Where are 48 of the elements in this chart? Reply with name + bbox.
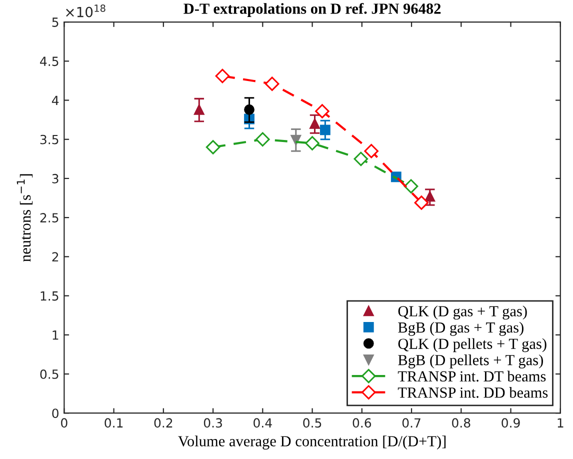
y-tick-label: 4.5 [40, 56, 58, 66]
point [315, 104, 330, 118]
x-tick-label: 0.9 [502, 418, 520, 428]
x-tick-label: 1 [558, 418, 564, 428]
y-tick-label: 2 [52, 252, 58, 262]
x-tick-label: 0 [61, 418, 68, 428]
y-tick-label: 2.5 [40, 213, 58, 222]
legend-label: QLK (D pellets + T gas) [398, 338, 546, 352]
x-tick-label: 0.8 [452, 418, 470, 428]
point [256, 132, 270, 146]
point [206, 140, 220, 154]
x-tick-label: 0.4 [254, 418, 272, 428]
point [215, 68, 230, 84]
x-tick-label: 0.1 [104, 418, 123, 428]
legend-label: BgB (D gas + T gas) [398, 322, 524, 336]
point [264, 76, 280, 91]
legend-label: BgB (D pellets + T gas) [398, 354, 543, 368]
point [354, 152, 368, 166]
point [194, 104, 204, 115]
y-tick-label: 4 [52, 96, 59, 105]
y-tick-label: 1 [52, 330, 58, 340]
x-axis-title: Volume average D concentration [D/(D+T)] [178, 436, 446, 450]
point [290, 134, 302, 146]
y-axis-title: neutrons [s$^{−1}$] [16, 174, 33, 262]
point [404, 179, 418, 194]
point [364, 144, 378, 158]
x-tick-label: 0.5 [303, 418, 322, 428]
point [310, 118, 320, 129]
y-tick-label: 3 [52, 174, 58, 184]
y-tick-label: 3.5 [40, 134, 58, 144]
x-tick-label: 0.3 [204, 418, 222, 428]
point [305, 136, 320, 150]
y-tick-label: 0.5 [40, 369, 58, 379]
legend-label: TRANSP int. DT beams [398, 370, 546, 382]
x-tick-label: 0.6 [352, 418, 372, 428]
point [320, 124, 330, 136]
y-tick-label: 0 [52, 408, 58, 418]
legend-label: QLK (D gas + T gas) [398, 306, 527, 320]
x-tick-label: 0.7 [402, 418, 420, 428]
x-tick-label: 0.2 [154, 418, 172, 428]
point [244, 104, 254, 115]
point [414, 196, 429, 210]
text: ×10$^{18}$ [66, 4, 106, 18]
chart-title: D-T extrapolations on D ref. JPN 96482 [184, 2, 441, 17]
point [424, 191, 436, 202]
y-tick-label: 5 [52, 18, 58, 27]
y-tick-label: 1.5 [40, 291, 58, 301]
legend-label: TRANSP int. DD beams [398, 387, 548, 398]
